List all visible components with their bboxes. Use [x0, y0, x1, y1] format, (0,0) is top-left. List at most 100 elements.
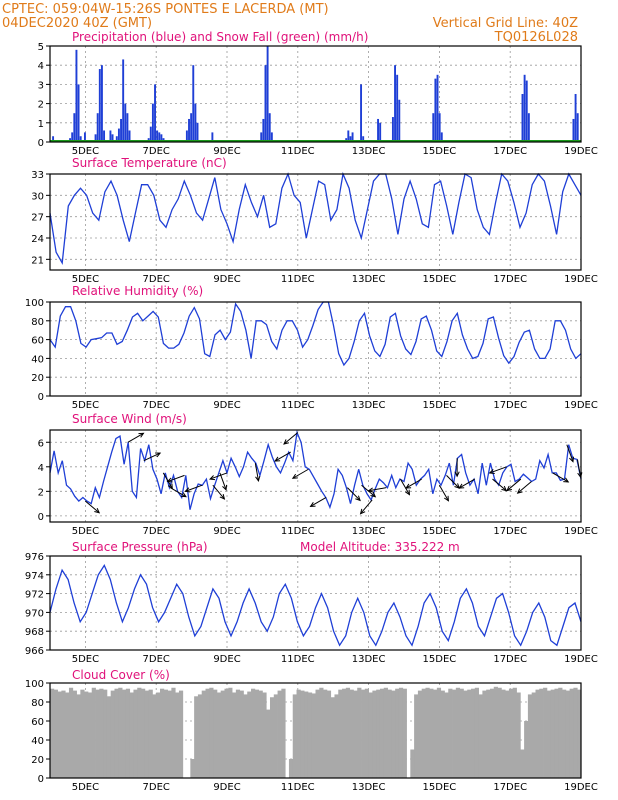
- cloud-bar: [398, 687, 404, 778]
- x-tick-label: 13DEC: [352, 782, 386, 793]
- cloud-bar: [220, 690, 225, 778]
- precip-bar: [525, 80, 528, 142]
- x-tick-label: 11DEC: [281, 274, 315, 285]
- cloud-bar: [527, 694, 533, 778]
- cloud-bar: [258, 690, 263, 778]
- x-tick-label: 11DEC: [281, 400, 315, 411]
- cloud-bar: [243, 694, 248, 778]
- precip-bar: [196, 122, 199, 142]
- precip-bar: [124, 103, 127, 142]
- wind-arrow-head: [488, 469, 495, 474]
- cloud-bar: [95, 689, 100, 778]
- cloud-bar: [152, 694, 157, 778]
- precip-bar: [349, 136, 352, 142]
- wind-arrow: [576, 459, 582, 478]
- precip-bar: [434, 78, 437, 142]
- precip-bar: [117, 128, 120, 142]
- cloud-bar: [209, 687, 214, 778]
- cloud-bar: [391, 690, 396, 778]
- y-tick-label: 4: [38, 463, 44, 474]
- x-tick-label: 9DEC: [213, 654, 240, 665]
- wind-arrow: [489, 466, 507, 474]
- temperature-line: [49, 171, 582, 265]
- wind-arrow: [517, 481, 532, 494]
- wind-arrow: [368, 487, 387, 492]
- cloud-bar: [376, 689, 381, 778]
- precip-bar: [270, 132, 273, 142]
- wind-arrow-head: [255, 475, 261, 482]
- wind-arrow-head: [516, 488, 523, 494]
- x-tick-label: 13DEC: [352, 400, 386, 411]
- cloud-bar: [300, 690, 305, 778]
- x-tick-label: 17DEC: [493, 274, 527, 285]
- x-tick-label: 19DEC: [564, 146, 598, 157]
- x-tick-label: 11DEC: [281, 526, 315, 537]
- plot-frame: [49, 301, 582, 397]
- plot-frame: [49, 45, 582, 143]
- temperature-title: Surface Temperature (nC): [72, 156, 227, 170]
- cloud-bar: [254, 689, 260, 778]
- cloud-bar: [372, 690, 377, 778]
- cloud-bar: [175, 692, 180, 778]
- wind-arrow: [400, 478, 410, 495]
- cloud-bar: [319, 687, 324, 778]
- wind-arrow-head: [219, 494, 226, 500]
- precip-bar: [115, 136, 118, 142]
- cloud-bar: [235, 689, 241, 778]
- cloud-bar: [91, 687, 96, 778]
- plot-frame: [49, 682, 582, 779]
- pressure-panel: Surface Pressure (hPa) Model Altitude: 3…: [25, 540, 598, 665]
- cloud-bar: [269, 697, 275, 778]
- cloud-bar: [167, 690, 172, 778]
- precip-bar: [96, 113, 99, 142]
- wind-arrow-head: [180, 492, 187, 498]
- precip-bar: [396, 74, 399, 142]
- cloud-bar: [224, 688, 229, 778]
- cloud-bar: [361, 689, 366, 778]
- pressure-line: [49, 564, 582, 647]
- y-tick-label: 6: [38, 438, 44, 449]
- cloud-bar: [68, 687, 74, 778]
- model-altitude: Model Altitude: 335.222 m: [300, 540, 460, 554]
- cloud-bar: [448, 688, 453, 778]
- x-tick-label: 5DEC: [72, 274, 99, 285]
- precip-bar: [436, 74, 439, 142]
- cloud-bar: [311, 693, 316, 778]
- precip-bar: [264, 65, 267, 142]
- wind-arrow: [85, 500, 100, 514]
- cloud-bar: [486, 689, 491, 778]
- precip-bar: [211, 132, 214, 142]
- wind-arrow: [405, 478, 422, 489]
- cloud-bar: [357, 687, 362, 778]
- cloud-bar: [106, 696, 112, 778]
- cloud-bar: [118, 687, 123, 778]
- cloud-bar: [273, 694, 278, 778]
- station-info: CPTEC: 059:04W-15:26S PONTES E LACERDA (…: [2, 2, 329, 17]
- y-tick-label: 0: [38, 392, 44, 403]
- cloud-bar: [364, 688, 369, 778]
- x-tick-label: 11DEC: [281, 654, 315, 665]
- precip-bar: [377, 118, 380, 142]
- wind-arrow: [274, 451, 291, 462]
- temperature-panel: Surface Temperature (nC) 5DEC 7DEC 9DEC 11D…: [31, 156, 598, 285]
- cloud-bar: [459, 688, 464, 778]
- precip-bar: [98, 69, 101, 142]
- y-tick-label: 966: [25, 646, 44, 657]
- grid-line-note: Vertical Grid Line: 40Z: [433, 16, 578, 31]
- x-tick-label: 17DEC: [493, 400, 527, 411]
- cloud-bar: [524, 721, 529, 778]
- cloud-bar: [474, 687, 479, 778]
- cloud-bar: [554, 688, 559, 778]
- cloud-bar: [512, 687, 517, 778]
- cloud-bar: [383, 687, 388, 778]
- wind-arrow-head: [309, 502, 316, 508]
- precip-bar: [438, 113, 441, 142]
- cloud-bar: [137, 687, 142, 778]
- wind-arrow-head: [138, 432, 145, 438]
- cloud-bar: [281, 688, 286, 778]
- wind-arrow-head: [355, 495, 361, 502]
- precip-bar: [440, 132, 443, 142]
- precip-bar: [73, 113, 76, 142]
- x-tick-label: 15DEC: [423, 146, 457, 157]
